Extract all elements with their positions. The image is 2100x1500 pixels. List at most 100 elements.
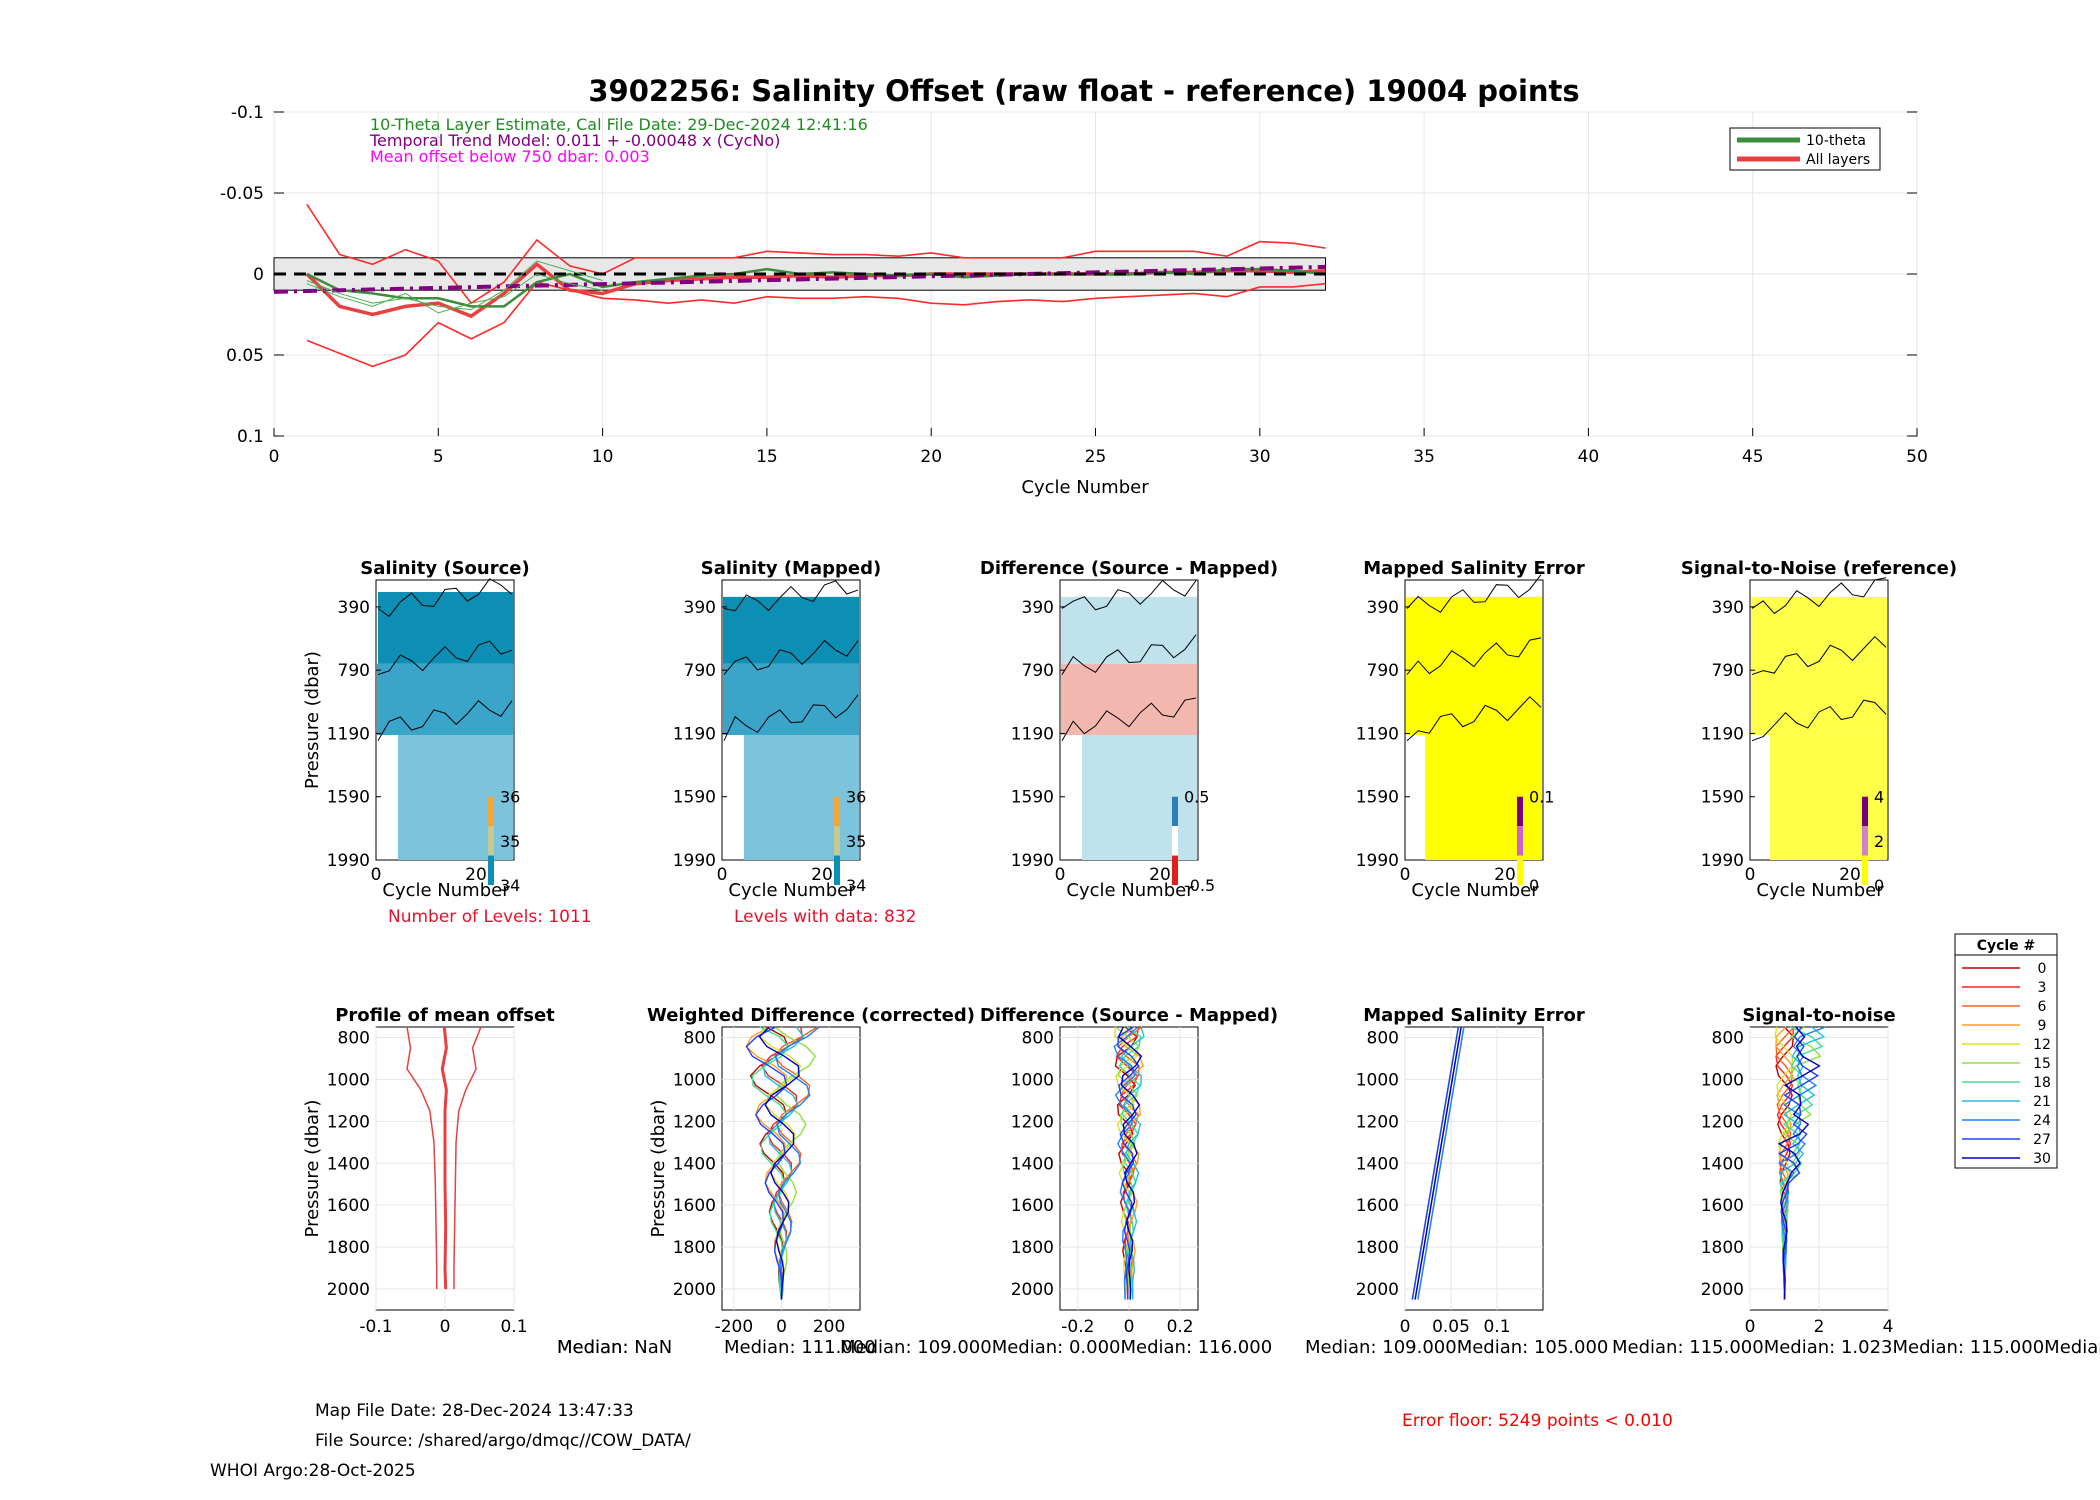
bot-ytick-label: 800 xyxy=(684,1028,716,1048)
top-xtick-label: 30 xyxy=(1249,447,1271,467)
bot-ytick-label: 1800 xyxy=(673,1238,716,1258)
mid-ytick-label: 1590 xyxy=(327,788,370,808)
mid-ytick-label: 790 xyxy=(1712,661,1744,681)
bot-xtick-label: 0.05 xyxy=(1432,1317,1470,1337)
mid-xlabel: Cycle Number xyxy=(1411,880,1539,901)
colorbar-segment xyxy=(1862,855,1868,885)
cycle-legend-title: Cycle # xyxy=(1977,938,2036,954)
cycle-profile xyxy=(1117,1026,1143,1300)
mid-ytick-label: 1990 xyxy=(327,851,370,871)
bot-ytick-label: 1000 xyxy=(327,1070,370,1090)
mid-panel-title: Salinity (Mapped) xyxy=(701,558,881,579)
mid-fill-upper xyxy=(1061,596,1197,664)
top-ytick-label: 0.05 xyxy=(226,346,264,366)
bot-xtick-label: 0.1 xyxy=(500,1317,527,1337)
series-temporal-trend xyxy=(273,264,1326,294)
mid-contour xyxy=(1061,579,1197,611)
bot-ytick-label: 1200 xyxy=(1701,1112,1744,1132)
bot-xtick-label: 0.2 xyxy=(1167,1317,1194,1337)
bot-xtick-label: 0 xyxy=(1400,1317,1411,1337)
bot-xtick-label: 200 xyxy=(813,1317,845,1337)
series-10theta-layer xyxy=(306,273,603,314)
mid-ytick-label: 790 xyxy=(338,661,370,681)
colorbar-segment xyxy=(488,855,494,885)
colorbar-tick-label: 0 xyxy=(1529,876,1539,895)
cycle-legend-label: 0 xyxy=(2038,961,2047,977)
top-ytick-label: 0.1 xyxy=(237,427,264,447)
bot-ytick-label: 1800 xyxy=(327,1238,370,1258)
bot-xtick-label: 0 xyxy=(1745,1317,1756,1337)
top-ytick-label: -0.1 xyxy=(231,103,264,123)
mid-xlabel: Cycle Number xyxy=(728,880,856,901)
median-profile: Median: NaN xyxy=(557,1337,672,1358)
mid-ytick-label: 390 xyxy=(1712,598,1744,618)
colorbar-tick-label: 0.5 xyxy=(1184,788,1209,807)
mid-xtick-label: 0 xyxy=(717,865,728,885)
cycle-profile xyxy=(762,1026,805,1300)
cycle-legend-label: 6 xyxy=(2038,999,2047,1015)
bot-ytick-label: 1000 xyxy=(1011,1070,1054,1090)
legend-all-layers-label: All layers xyxy=(1806,152,1870,168)
cycle-profile xyxy=(1417,1026,1465,1300)
legend-10theta-label: 10-theta xyxy=(1806,133,1866,149)
bot-ytick-label: 2000 xyxy=(327,1280,370,1300)
colorbar-segment xyxy=(834,826,840,856)
top-xtick-label: 10 xyxy=(592,447,614,467)
mid-ytick-label: 390 xyxy=(1367,598,1399,618)
mid-panel-title: Difference (Source - Mapped) xyxy=(980,558,1278,579)
mid-contour xyxy=(1751,577,1887,615)
cycle-profile xyxy=(1777,1026,1820,1300)
mid-xlabel: Cycle Number xyxy=(1756,880,1884,901)
mid-ytick-label: 1190 xyxy=(1356,724,1399,744)
bot-panel-title: Mapped Salinity Error xyxy=(1363,1005,1585,1026)
mid-xtick-label: 0 xyxy=(1400,865,1411,885)
cycle-legend-label: 15 xyxy=(2033,1056,2051,1072)
colorbar-tick-label: 36 xyxy=(846,788,866,807)
colorbar-segment xyxy=(1172,796,1178,827)
annotation-trend: Temporal Trend Model: 0.011 + -0.00048 x… xyxy=(369,131,780,150)
series-all-layers-upper xyxy=(306,203,1326,305)
colorbar-segment xyxy=(834,855,840,885)
mid-fill-lower xyxy=(1770,735,1887,860)
bot-ytick-label: 2000 xyxy=(673,1280,716,1300)
bot-ytick-label: 1200 xyxy=(673,1112,716,1132)
top-offset-chart: 3902256: Salinity Offset (raw float - re… xyxy=(220,74,1928,498)
bot-ytick-label: 800 xyxy=(338,1028,370,1048)
bot-ytick-label: 1400 xyxy=(1011,1154,1054,1174)
colorbar-segment xyxy=(1517,855,1523,885)
annotation-mean-offset: Mean offset below 750 dbar: 0.003 xyxy=(370,147,650,166)
colorbar-tick-label: 34 xyxy=(500,876,520,895)
mid-panel-title: Mapped Salinity Error xyxy=(1363,558,1585,579)
cycle-legend-label: 9 xyxy=(2038,1018,2047,1034)
top-xtick-label: 5 xyxy=(433,447,444,467)
bot-xtick-label: -0.2 xyxy=(1061,1317,1094,1337)
error-floor: Error floor: 5249 points < 0.010 xyxy=(1402,1411,1673,1431)
mid-xlabel: Cycle Number xyxy=(1066,880,1194,901)
bot-xtick-label: 0.1 xyxy=(1483,1317,1510,1337)
file-source: File Source: /shared/argo/dmqc//COW_DATA… xyxy=(315,1431,691,1451)
bot-ytick-label: 1800 xyxy=(1011,1238,1054,1258)
mid-contour xyxy=(1406,574,1542,613)
colorbar-tick-label: 34 xyxy=(846,876,866,895)
mid-ytick-label: 1190 xyxy=(1011,724,1054,744)
mid-panel-title: Signal-to-Noise (reference) xyxy=(1681,558,1957,579)
colorbar-tick-label: 0 xyxy=(1874,876,1884,895)
bot-ytick-label: 1400 xyxy=(1356,1154,1399,1174)
bot-xtick-label: 4 xyxy=(1883,1317,1894,1337)
profile-mean xyxy=(440,1026,448,1290)
mid-fill-upper xyxy=(378,592,514,664)
top-xtick-label: 45 xyxy=(1742,447,1764,467)
bot-ytick-label: 1200 xyxy=(327,1112,370,1132)
bot-panel-title: Signal-to-noise xyxy=(1742,1005,1895,1026)
colorbar-tick-label: 35 xyxy=(500,832,520,851)
colorbar-tick-label: -0.5 xyxy=(1184,876,1215,895)
mid-contour xyxy=(1406,696,1542,742)
bot-panel-3: Difference (Source - Mapped)800 1000 1200 1… xyxy=(980,1005,1278,1337)
bot-ytick-label: 2000 xyxy=(1701,1280,1744,1300)
bot-ylabel: Pressure (dbar) xyxy=(648,1100,669,1238)
bot-ytick-label: 1800 xyxy=(1356,1238,1399,1258)
colorbar-segment xyxy=(1172,855,1178,885)
bot-ytick-label: 800 xyxy=(1712,1028,1744,1048)
